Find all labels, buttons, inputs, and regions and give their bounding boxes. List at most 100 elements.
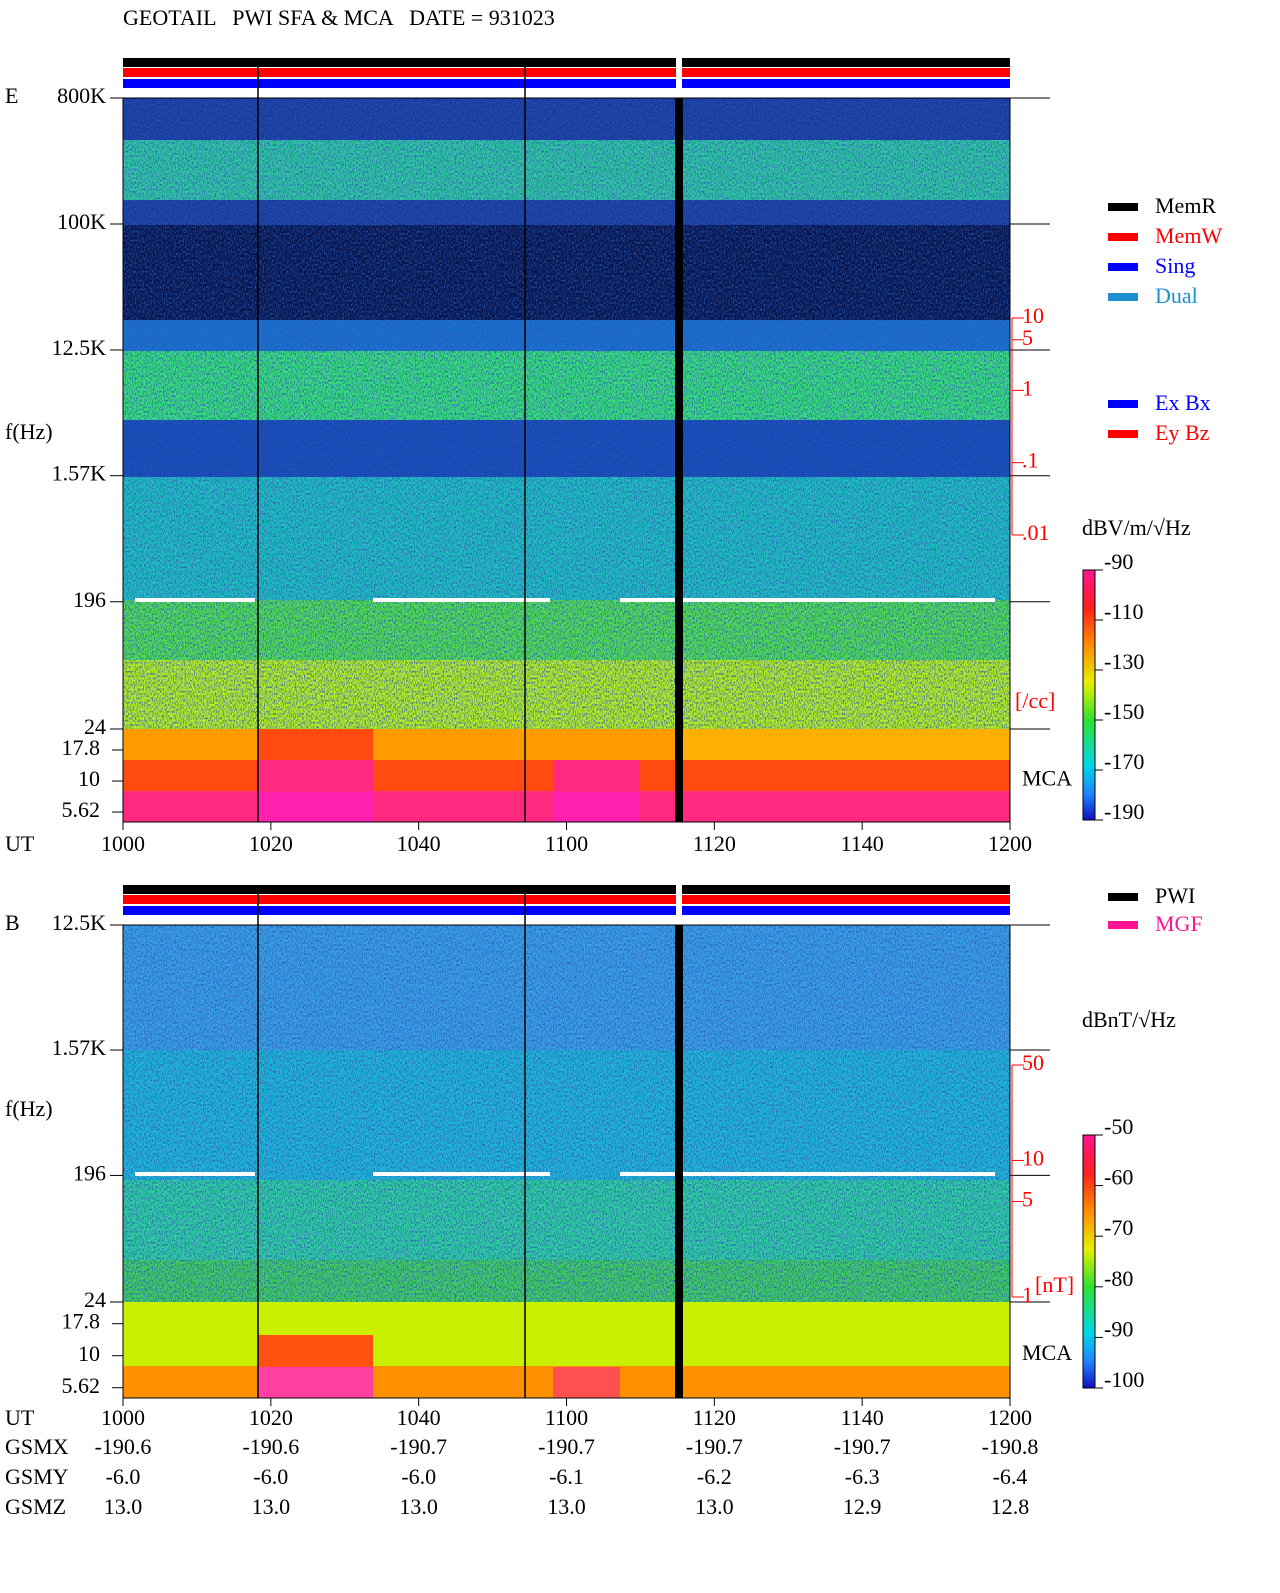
colorbar-tick-label: -90 [1104, 1316, 1133, 1341]
mca-label: MCA [1022, 1340, 1072, 1365]
orbit-value: 13.0 [252, 1494, 291, 1519]
y-axis-label: f(Hz) [5, 419, 53, 444]
orbit-row-label: GSMY [5, 1464, 69, 1489]
y2-tick-label: 5 [1022, 1187, 1033, 1212]
legend-swatch [1108, 921, 1138, 929]
orbit-row-label: GSMX [5, 1434, 69, 1459]
y2-tick-label: .01 [1022, 520, 1050, 545]
colorbar-label: dBV/m/√Hz [1082, 515, 1191, 540]
title: GEOTAIL PWI SFA & MCA DATE = 931023 [123, 5, 555, 30]
y-tick-label: 1.57K [52, 461, 107, 486]
orbit-value: -190.7 [538, 1434, 595, 1459]
mca-tick-label: 17.8 [62, 735, 101, 760]
colorbar [1082, 1134, 1096, 1389]
y2-tick-label: 10 [1022, 1145, 1044, 1170]
mca-patch [553, 792, 640, 822]
orbit-value: 13.0 [695, 1494, 734, 1519]
legend-swatch [1108, 430, 1138, 438]
mca-patch [258, 792, 373, 822]
x-tick-label: 1020 [249, 831, 293, 856]
mca-tick-label: 17.8 [62, 1309, 101, 1334]
gap-white [676, 885, 682, 915]
y-tick-label: 196 [73, 1160, 106, 1185]
x-tick-label: 1140 [841, 1405, 884, 1430]
colorbar-tick-label: -170 [1104, 749, 1144, 774]
gap-black [675, 98, 683, 822]
panel-label: E [5, 83, 18, 108]
status-bar [123, 58, 1010, 67]
y-tick-label: 100K [57, 209, 106, 234]
colorbar-tick-label: -50 [1104, 1114, 1133, 1139]
mca-patch [258, 760, 373, 792]
colorbar-tick-label: -90 [1104, 549, 1133, 574]
x-axis-label: UT [5, 831, 35, 856]
x-tick-label: 1000 [101, 1405, 145, 1430]
colorbar-tick-label: -60 [1104, 1165, 1133, 1190]
colorbar-tick-label: -150 [1104, 699, 1144, 724]
legend-swatch [1108, 293, 1138, 301]
legend-label: MemW [1155, 223, 1222, 248]
x-tick-label: 1140 [841, 831, 884, 856]
colorbar-tick-label: -110 [1104, 599, 1144, 624]
orbit-value: -6.1 [549, 1464, 584, 1489]
orbit-value: -190.6 [95, 1434, 152, 1459]
gap-white [676, 58, 682, 88]
y-tick-label: 196 [73, 587, 106, 612]
colorbar-label: dBnT/√Hz [1082, 1007, 1176, 1032]
y2-tick-label: .1 [1022, 448, 1039, 473]
orbit-value: -190.6 [242, 1434, 299, 1459]
status-bar [123, 68, 1010, 77]
legend-swatch [1108, 233, 1138, 241]
legend-label: Ex Bx [1155, 390, 1211, 415]
panel-label: B [5, 910, 20, 935]
mca-label: MCA [1022, 766, 1072, 791]
y-tick-label: 12.5K [52, 910, 107, 935]
orbit-value: -190.7 [390, 1434, 447, 1459]
x-tick-label: 1000 [101, 831, 145, 856]
orbit-value: -190.8 [982, 1434, 1039, 1459]
orbit-value: -6.3 [845, 1464, 880, 1489]
mca-tick-label: 10 [78, 766, 100, 791]
spectrogram-noise [123, 925, 1010, 1302]
y-tick-label: 24 [84, 1287, 106, 1312]
legend-swatch [1108, 263, 1138, 271]
colorbar [1082, 569, 1096, 821]
mca-tick-label: 10 [78, 1341, 100, 1366]
x-tick-label: 1040 [397, 831, 441, 856]
y-axis-label: f(Hz) [5, 1096, 53, 1121]
x-tick-label: 1120 [693, 1405, 736, 1430]
x-tick-label: 1200 [988, 831, 1032, 856]
orbit-value: -6.0 [401, 1464, 436, 1489]
mca-patch [258, 729, 373, 760]
status-bar [123, 895, 1010, 904]
x-tick-label: 1040 [397, 1405, 441, 1430]
orbit-value: -6.0 [106, 1464, 141, 1489]
orbit-value: -190.7 [834, 1434, 891, 1459]
mca-band [123, 1334, 1010, 1366]
x-axis-label: UT [5, 1405, 35, 1430]
colorbar-tick-label: -100 [1104, 1367, 1144, 1392]
mca-patch [553, 1367, 620, 1398]
orbit-value: 13.0 [399, 1494, 438, 1519]
colorbar-tick-label: -80 [1104, 1266, 1133, 1291]
legend-label: Ey Bz [1155, 420, 1210, 445]
x-tick-label: 1100 [545, 1405, 588, 1430]
orbit-value: 13.0 [104, 1494, 143, 1519]
spectrogram-noise [123, 98, 1010, 729]
mca-patch [553, 760, 640, 792]
mca-patch [258, 1367, 373, 1398]
legend-label: PWI [1155, 883, 1195, 908]
y2-tick-label: 1 [1022, 1282, 1033, 1307]
y2-axis-label: [/cc] [1015, 688, 1055, 713]
legend-swatch [1108, 893, 1138, 901]
legend-label: MemR [1155, 193, 1216, 218]
legend-label: MGF [1155, 911, 1203, 936]
colorbar-tick-label: -130 [1104, 649, 1144, 674]
mca-patch [258, 1335, 373, 1367]
y2-tick-label: 1 [1022, 375, 1033, 400]
orbit-value: -6.2 [697, 1464, 732, 1489]
orbit-value: -190.7 [686, 1434, 743, 1459]
x-tick-label: 1200 [988, 1405, 1032, 1430]
status-bar [123, 906, 1010, 915]
x-tick-label: 1100 [545, 831, 588, 856]
